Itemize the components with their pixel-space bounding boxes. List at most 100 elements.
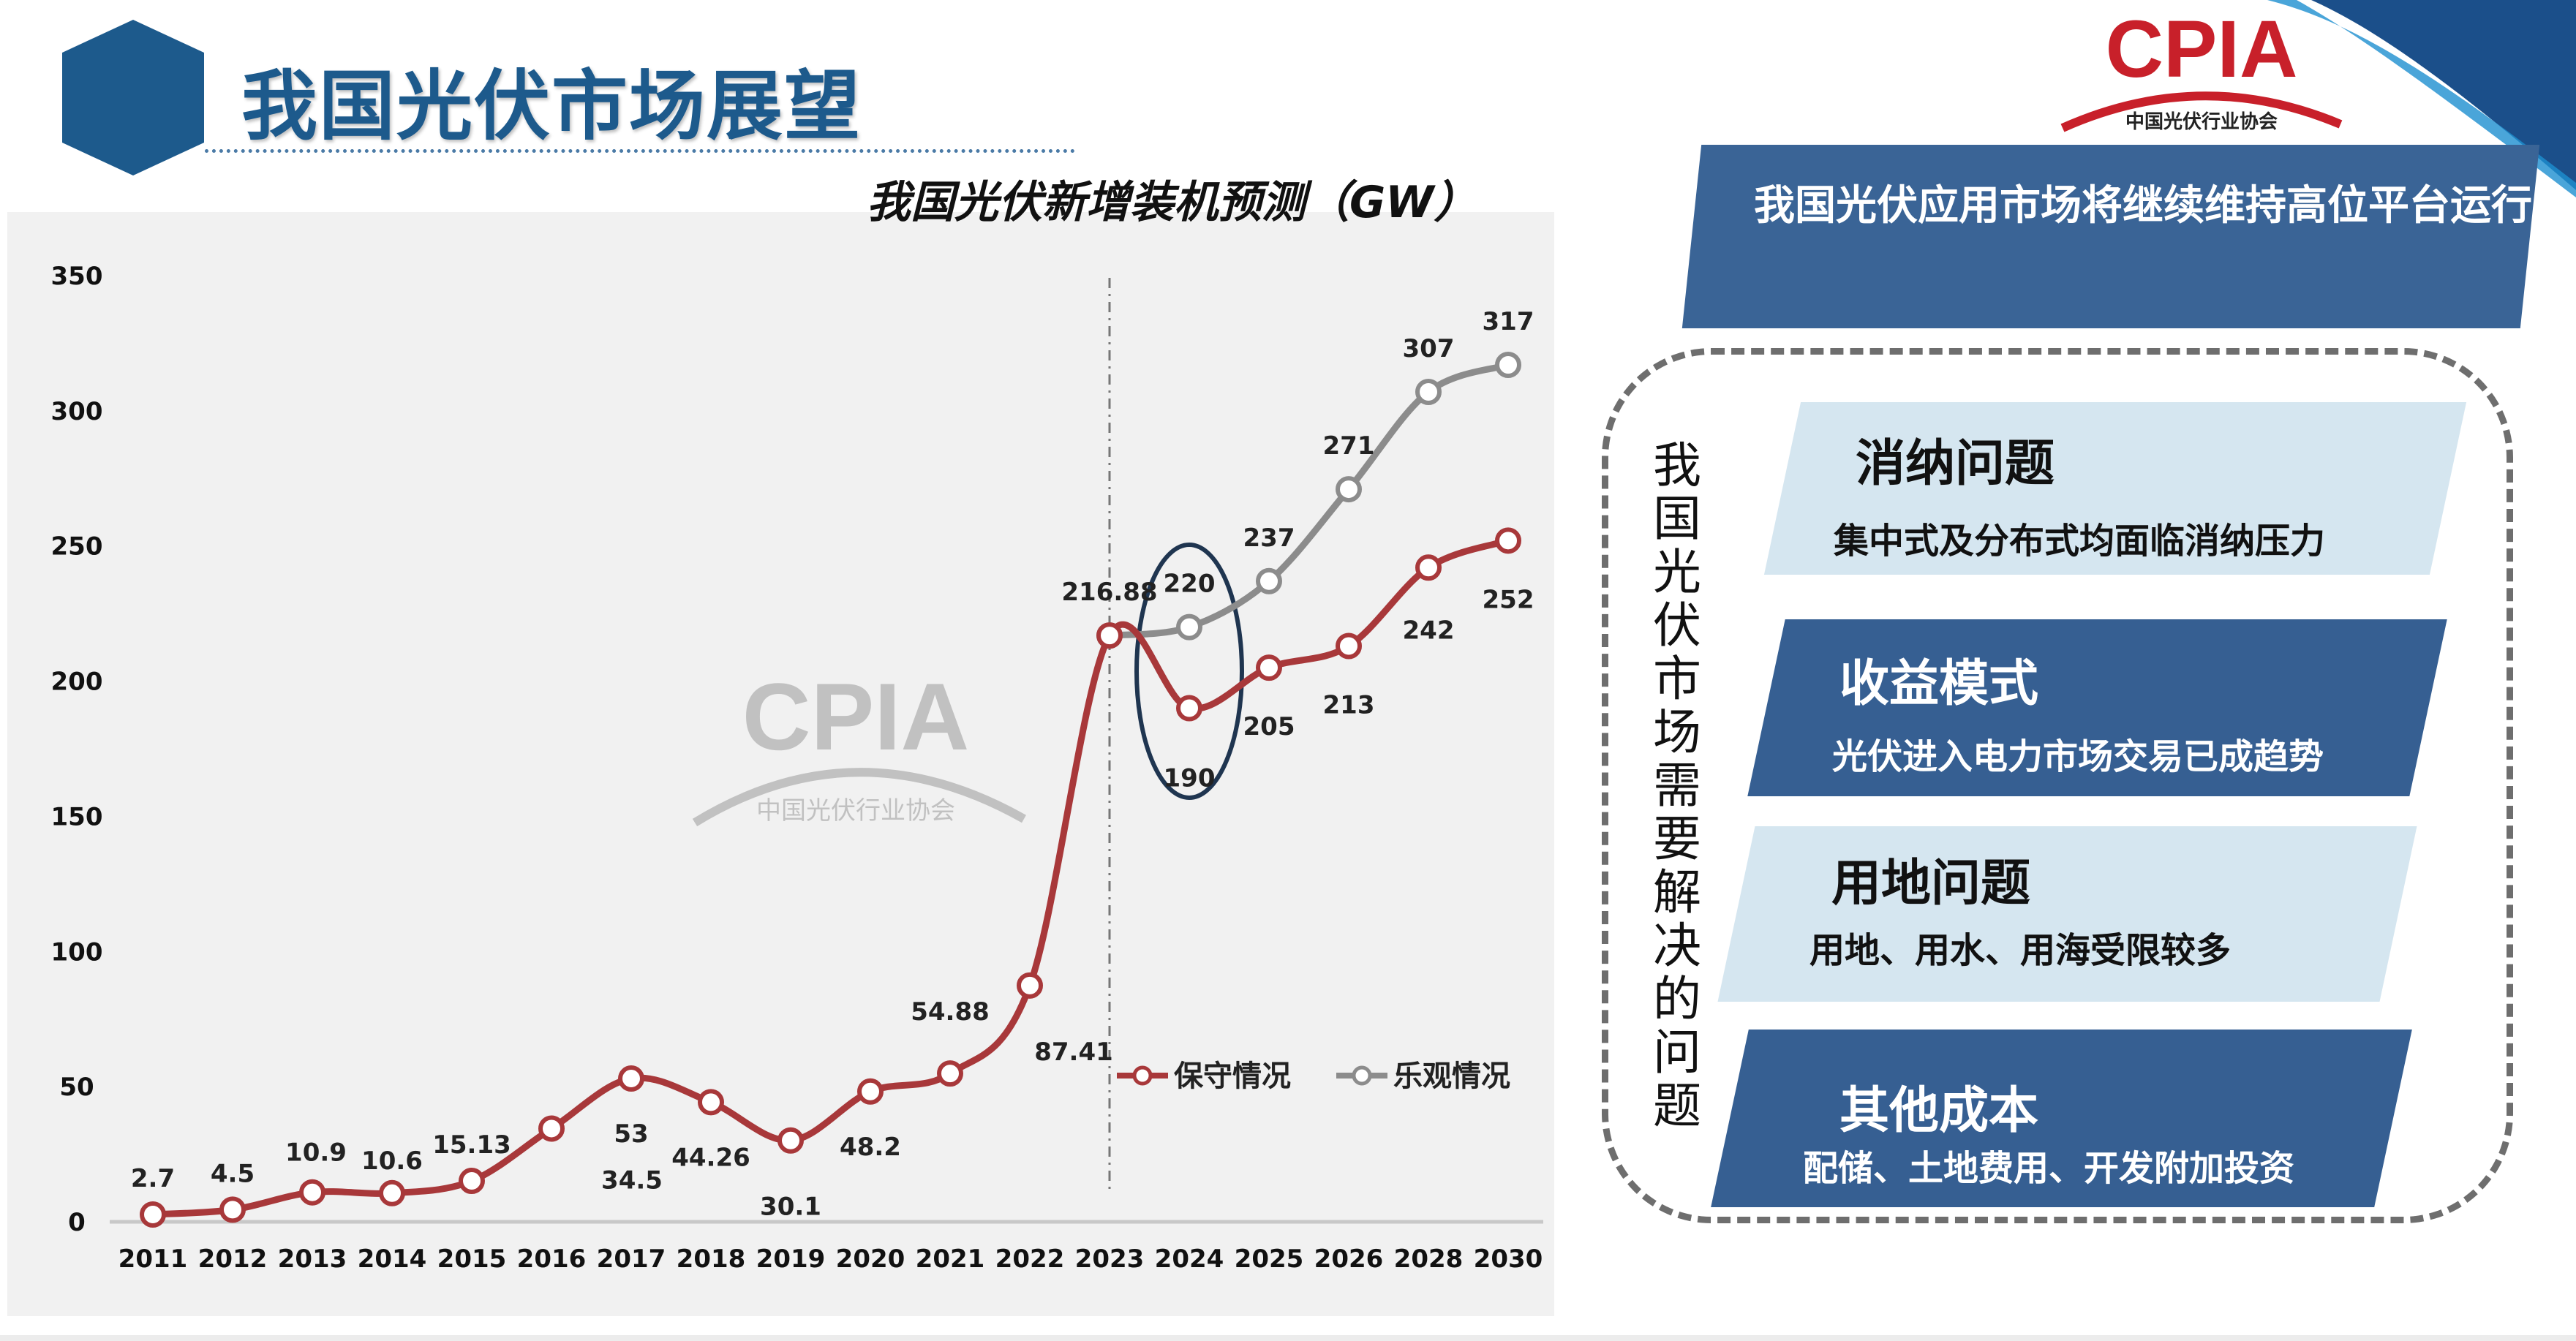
highlight-ellipse bbox=[1134, 543, 1244, 800]
issue-card-consumption: 消纳问题 集中式及分布式均面临消纳压力 bbox=[1763, 402, 2467, 575]
x-tick-label: 2018 bbox=[677, 1244, 746, 1274]
logo-subtext: 中国光伏行业协会 bbox=[2125, 110, 2278, 133]
series-line-conservative bbox=[152, 537, 1510, 1218]
data-label: 205 bbox=[1243, 712, 1295, 741]
footer-band bbox=[0, 1335, 2576, 1341]
hexagon-badge bbox=[62, 20, 204, 175]
issue-card-land: 用地问题 用地、用水、用海受限较多 bbox=[1717, 826, 2417, 1002]
legend-marker bbox=[1132, 1065, 1153, 1086]
x-tick-label: 2020 bbox=[836, 1244, 905, 1274]
issue-card-desc: 光伏进入电力市场交易已成趋势 bbox=[1832, 736, 2324, 777]
issue-card-title: 用地问题 bbox=[1831, 855, 2031, 913]
data-point bbox=[937, 1060, 963, 1087]
decorative-swoosh bbox=[2267, 0, 2576, 197]
y-tick-label: 200 bbox=[51, 668, 103, 697]
data-point bbox=[299, 1179, 325, 1206]
y-tick-label: 50 bbox=[59, 1073, 94, 1102]
issue-card-desc: 用地、用水、用海受限较多 bbox=[1809, 930, 2232, 971]
page-title: 我国光伏市场展望 bbox=[241, 61, 862, 151]
data-point bbox=[1176, 613, 1202, 641]
data-label: 242 bbox=[1403, 616, 1455, 645]
x-tick-label: 2019 bbox=[756, 1244, 826, 1274]
y-tick-label: 0 bbox=[68, 1208, 86, 1237]
headline-banner: 我国光伏应用市场将继续维持高位平台运行 bbox=[1681, 145, 2540, 328]
data-point bbox=[538, 1115, 565, 1142]
line-chart: CPIA 中国光伏行业协会 0 50 100 150 200 250 300 350 2011 2… bbox=[51, 262, 1543, 1274]
data-point bbox=[1495, 527, 1521, 554]
x-tick-label: 2014 bbox=[358, 1244, 427, 1274]
x-tick-label: 2022 bbox=[995, 1244, 1065, 1274]
issue-card-other-costs: 其他成本 配储、土地费用、开发附加投资 bbox=[1711, 1030, 2412, 1207]
data-label: 190 bbox=[1164, 764, 1216, 793]
x-tick-label: 2017 bbox=[597, 1244, 666, 1274]
data-label: 10.9 bbox=[285, 1138, 347, 1168]
data-label: 53 bbox=[614, 1119, 648, 1149]
x-tick-label: 2026 bbox=[1314, 1244, 1384, 1274]
x-tick-label: 2025 bbox=[1235, 1244, 1304, 1274]
logo-text: CPIA bbox=[2106, 4, 2298, 94]
data-label: 216.88 bbox=[1061, 578, 1157, 607]
y-tick-label: 350 bbox=[51, 262, 103, 291]
data-label: 87.41 bbox=[1034, 1038, 1113, 1067]
x-tick-label: 2013 bbox=[278, 1244, 347, 1274]
x-tick-label: 2023 bbox=[1075, 1244, 1145, 1274]
y-tick-label: 250 bbox=[51, 532, 103, 562]
legend-label: 保守情况 bbox=[1174, 1059, 1291, 1093]
data-label: 307 bbox=[1403, 334, 1455, 363]
cpia-logo: CPIA 中国光伏行业协会 bbox=[2060, 4, 2343, 133]
data-point bbox=[1176, 695, 1202, 722]
cpia-watermark: CPIA 中国光伏行业协会 bbox=[692, 663, 1026, 827]
x-tick-label: 2030 bbox=[1474, 1244, 1543, 1274]
data-label: 30.1 bbox=[760, 1193, 821, 1222]
data-label: 34.5 bbox=[601, 1166, 663, 1195]
data-point bbox=[1256, 654, 1282, 681]
legend-marker bbox=[1352, 1065, 1372, 1086]
watermark-text: CPIA bbox=[742, 663, 970, 770]
data-label: 54.88 bbox=[911, 997, 990, 1027]
data-label: 213 bbox=[1323, 691, 1375, 720]
data-point bbox=[1415, 554, 1442, 581]
data-label: 4.5 bbox=[211, 1159, 255, 1188]
data-label: 237 bbox=[1243, 524, 1295, 553]
x-tick-label: 2012 bbox=[198, 1244, 268, 1274]
y-tick-label: 300 bbox=[51, 397, 103, 426]
headline-text: 我国光伏应用市场将继续维持高位平台运行 bbox=[1754, 182, 2532, 230]
x-tick-label: 2028 bbox=[1394, 1244, 1464, 1274]
data-point bbox=[459, 1168, 485, 1195]
chart-title: 我国光伏新增装机预测（GW） bbox=[867, 177, 1478, 228]
issue-card-title: 消纳问题 bbox=[1856, 435, 2055, 493]
issue-card-title: 其他成本 bbox=[1839, 1082, 2039, 1140]
issues-title: 我国光伏市场需要解决的问题 bbox=[1653, 437, 1701, 1134]
data-point bbox=[219, 1196, 246, 1223]
x-tick-label: 2024 bbox=[1155, 1244, 1224, 1274]
data-label: 271 bbox=[1323, 431, 1375, 461]
legend-label: 乐观情况 bbox=[1393, 1059, 1510, 1093]
data-label: 252 bbox=[1483, 585, 1534, 614]
data-point bbox=[1336, 476, 1362, 503]
issues-frame bbox=[1602, 348, 2513, 1223]
data-point bbox=[698, 1089, 724, 1116]
data-label: 317 bbox=[1483, 307, 1534, 336]
y-tick-label: 100 bbox=[51, 937, 103, 967]
data-point bbox=[379, 1179, 405, 1206]
data-label: 2.7 bbox=[131, 1164, 175, 1193]
watermark-subtext: 中国光伏行业协会 bbox=[756, 796, 955, 826]
data-label: 48.2 bbox=[840, 1133, 901, 1162]
data-point bbox=[618, 1065, 644, 1092]
data-label: 220 bbox=[1164, 570, 1216, 599]
data-point bbox=[777, 1127, 804, 1154]
issue-card-title: 收益模式 bbox=[1839, 655, 2039, 713]
issue-card-desc: 集中式及分布式均面临消纳压力 bbox=[1834, 521, 2326, 562]
data-point bbox=[1256, 567, 1282, 594]
y-tick-label: 150 bbox=[51, 802, 103, 831]
data-point bbox=[1495, 352, 1521, 379]
issue-card-revenue: 收益模式 光伏进入电力市场交易已成趋势 bbox=[1747, 619, 2447, 796]
data-point bbox=[1017, 972, 1043, 999]
x-tick-label: 2021 bbox=[916, 1244, 985, 1274]
data-point bbox=[140, 1201, 166, 1228]
data-point bbox=[1336, 632, 1362, 660]
data-label: 15.13 bbox=[432, 1130, 511, 1160]
title-divider bbox=[205, 149, 1075, 153]
data-point bbox=[1096, 622, 1123, 649]
data-point bbox=[857, 1078, 884, 1105]
